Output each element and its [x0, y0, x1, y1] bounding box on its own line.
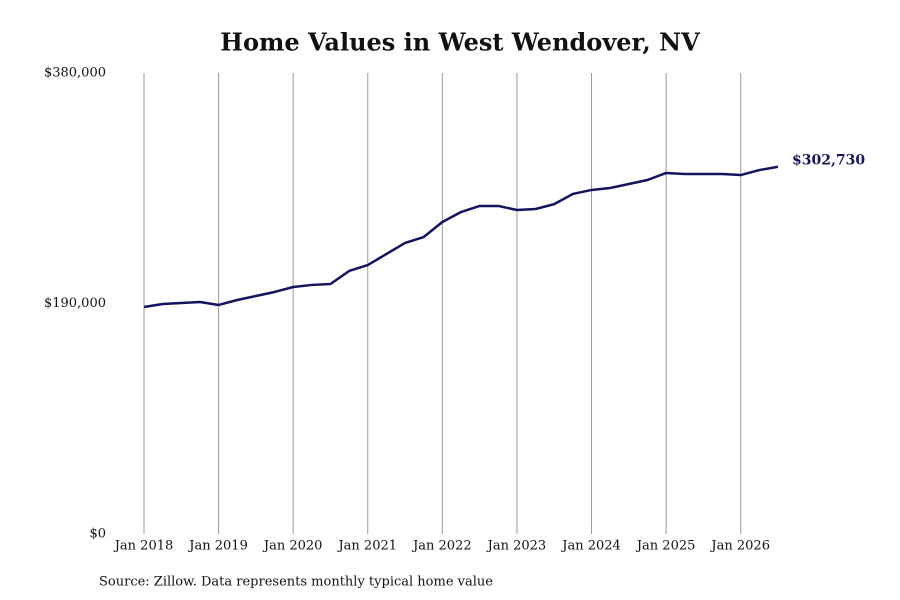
x-tick-label: Jan 2021 [336, 539, 397, 554]
x-tick-label: Jan 2018 [113, 539, 174, 554]
y-tick-label: $380,000 [44, 66, 106, 81]
data-line [143, 165, 779, 309]
x-tick-label: Jan 2019 [187, 539, 248, 554]
chart-title: Home Values in West Wendover, NV [220, 28, 700, 57]
x-tick-label: Jan 2026 [709, 539, 770, 554]
y-tick-label: $190,000 [44, 296, 106, 311]
x-tick-label: Jan 2025 [635, 539, 696, 554]
x-tick-label: Jan 2024 [560, 539, 621, 554]
x-tick-label: Jan 2020 [262, 539, 323, 554]
x-tick-label: Jan 2023 [486, 539, 547, 554]
x-tick-label: Jan 2022 [411, 539, 472, 554]
y-tick-label: $0 [89, 527, 106, 542]
end-value-label: $302,730 [792, 153, 865, 169]
source-note: Source: Zillow. Data represents monthly … [99, 575, 493, 590]
